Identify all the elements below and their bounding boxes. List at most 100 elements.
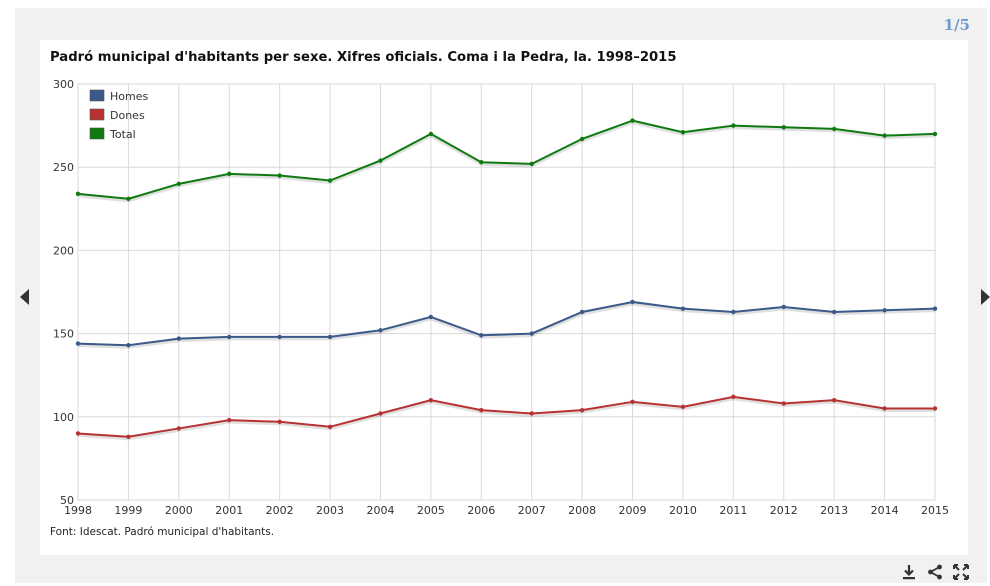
data-point bbox=[831, 309, 837, 315]
data-point bbox=[479, 407, 484, 413]
data-point bbox=[327, 424, 333, 429]
data-point bbox=[227, 334, 232, 340]
data-point bbox=[630, 118, 635, 123]
legend-swatch bbox=[89, 127, 105, 140]
data-point bbox=[579, 136, 585, 142]
data-point bbox=[277, 173, 282, 178]
data-point bbox=[680, 306, 686, 311]
legend-swatch bbox=[89, 108, 105, 121]
data-point bbox=[75, 431, 81, 436]
fullscreen-icon[interactable] bbox=[952, 563, 970, 581]
data-point bbox=[327, 334, 333, 340]
x-tick-label: 2007 bbox=[518, 504, 546, 517]
data-point bbox=[882, 406, 887, 411]
data-point bbox=[126, 196, 131, 202]
download-icon[interactable] bbox=[900, 563, 918, 581]
y-tick-label: 200 bbox=[53, 244, 74, 257]
data-point bbox=[378, 158, 383, 163]
x-tick-label: 2012 bbox=[770, 504, 798, 517]
data-point bbox=[529, 331, 534, 336]
legend-swatch bbox=[89, 89, 105, 102]
legend-label: Total bbox=[109, 128, 136, 141]
x-tick-label: 2005 bbox=[417, 504, 445, 517]
x-tick-label: 2008 bbox=[568, 504, 596, 517]
data-point bbox=[680, 404, 686, 410]
x-tick-label: 2015 bbox=[921, 504, 949, 517]
data-point bbox=[731, 309, 736, 315]
share-icon[interactable] bbox=[926, 563, 944, 581]
x-tick-label: 2011 bbox=[719, 504, 747, 517]
data-point bbox=[781, 125, 786, 130]
x-tick-label: 2004 bbox=[366, 504, 394, 517]
chart-title: Padró municipal d'habitants per sexe. Xi… bbox=[50, 50, 677, 65]
data-point bbox=[176, 336, 182, 341]
data-point bbox=[176, 426, 182, 431]
data-point bbox=[428, 397, 434, 403]
series-line-total bbox=[77, 119, 936, 200]
legend-label: Dones bbox=[110, 109, 145, 122]
x-tick-label: 2013 bbox=[820, 504, 848, 517]
data-point bbox=[479, 160, 484, 165]
data-point bbox=[227, 171, 232, 177]
data-point bbox=[630, 399, 635, 405]
data-point bbox=[731, 123, 736, 128]
data-point bbox=[781, 401, 786, 406]
chart-source: Font: Idescat. Padró municipal d'habitan… bbox=[50, 526, 275, 538]
data-point bbox=[831, 397, 837, 403]
x-tick-label: 2003 bbox=[316, 504, 344, 517]
data-point bbox=[579, 309, 585, 315]
data-point bbox=[75, 341, 81, 346]
data-point bbox=[731, 394, 736, 400]
data-point bbox=[932, 131, 938, 137]
previous-chart-arrow-icon[interactable] bbox=[20, 289, 29, 305]
chart-card: Padró municipal d'habitants per sexe. Xi… bbox=[40, 40, 968, 555]
data-point bbox=[831, 126, 837, 132]
data-point bbox=[680, 130, 686, 135]
line-chart: 50 100 150 200 250 300 1998 1999 2000 2001 2002 200… bbox=[53, 78, 949, 517]
x-tick-label: 2001 bbox=[215, 504, 243, 517]
data-point bbox=[630, 299, 635, 305]
plot-area bbox=[77, 83, 936, 501]
data-point bbox=[277, 419, 282, 424]
y-tick-label: 300 bbox=[53, 78, 74, 91]
data-point bbox=[579, 407, 585, 413]
data-point bbox=[176, 181, 182, 187]
x-tick-label: 2006 bbox=[467, 504, 495, 517]
data-point bbox=[378, 411, 383, 416]
x-tick-label: 1999 bbox=[114, 504, 142, 517]
y-tick-label: 250 bbox=[53, 161, 74, 174]
data-point bbox=[882, 308, 887, 313]
data-point bbox=[126, 343, 131, 348]
x-tick-label: 2000 bbox=[165, 504, 193, 517]
x-tick-label: 2014 bbox=[871, 504, 899, 517]
x-tick-label: 2002 bbox=[266, 504, 294, 517]
next-chart-arrow-icon[interactable] bbox=[981, 289, 990, 305]
data-point bbox=[781, 304, 786, 310]
x-tick-label: 1998 bbox=[64, 504, 92, 517]
data-point bbox=[126, 434, 131, 439]
x-tick-label: 2010 bbox=[669, 504, 697, 517]
data-point bbox=[378, 328, 383, 333]
series-shadow bbox=[77, 121, 936, 203]
page-indicator: 1/5 bbox=[943, 16, 970, 34]
data-point bbox=[932, 406, 938, 411]
series-line-homes bbox=[77, 300, 936, 347]
data-point bbox=[277, 334, 282, 340]
data-point bbox=[529, 411, 534, 416]
series-line-dones bbox=[77, 395, 935, 438]
data-point bbox=[428, 314, 434, 320]
data-point bbox=[882, 133, 887, 138]
chart-toolbar bbox=[900, 563, 970, 581]
data-point bbox=[227, 417, 232, 423]
data-point bbox=[529, 161, 534, 167]
x-tick-label: 2009 bbox=[619, 504, 647, 517]
data-point bbox=[428, 131, 434, 137]
y-tick-label: 50 bbox=[60, 494, 74, 507]
y-tick-label: 100 bbox=[53, 411, 74, 424]
data-point bbox=[327, 178, 333, 183]
series-shadow bbox=[77, 397, 935, 441]
legend-label: Homes bbox=[110, 90, 148, 103]
data-point bbox=[932, 306, 938, 311]
data-point bbox=[75, 191, 81, 197]
series-shadow bbox=[77, 302, 936, 349]
